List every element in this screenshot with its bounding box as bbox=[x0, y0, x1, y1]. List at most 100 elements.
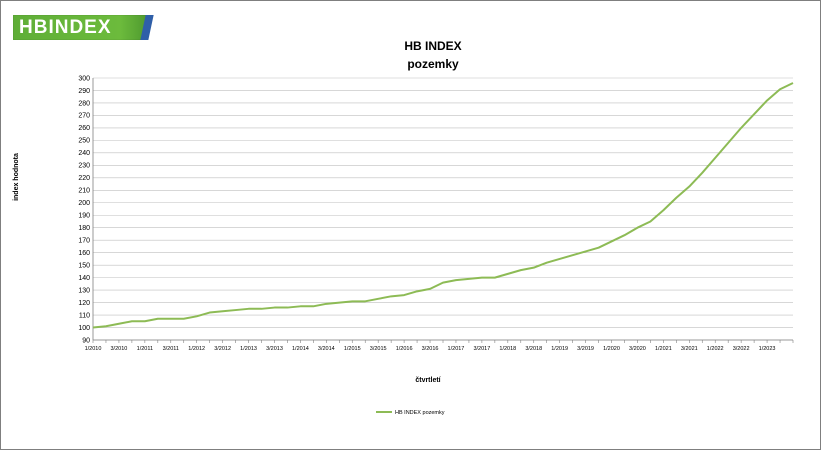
x-tick-label: 3/2017 bbox=[473, 346, 490, 352]
legend: HB INDEX pozemky bbox=[376, 410, 445, 416]
data-point bbox=[753, 113, 755, 115]
y-axis: 90 100 110 120 130 140 150 160 170 180 190 200 210 22… bbox=[78, 75, 94, 344]
data-point bbox=[442, 282, 444, 284]
y-tick-label: 290 bbox=[78, 88, 90, 95]
data-point bbox=[144, 320, 146, 322]
data-point bbox=[520, 269, 522, 271]
data-point bbox=[494, 277, 496, 279]
data-point bbox=[468, 278, 470, 280]
x-tick-label: 3/2012 bbox=[214, 346, 231, 352]
data-point bbox=[585, 250, 587, 252]
x-tick-label: 1/2014 bbox=[292, 346, 309, 352]
x-axis-label: čtvrtletí bbox=[415, 377, 441, 384]
y-tick-label: 280 bbox=[78, 100, 90, 107]
data-point bbox=[312, 305, 314, 307]
chart-subtitle: pozemky bbox=[407, 57, 459, 71]
x-tick-label: 3/2014 bbox=[318, 346, 335, 352]
x-tick-label: 1/2023 bbox=[759, 346, 776, 352]
data-point bbox=[714, 157, 716, 159]
x-tick-label: 3/2010 bbox=[111, 346, 128, 352]
y-tick-label: 170 bbox=[78, 237, 90, 244]
data-point bbox=[364, 300, 366, 302]
gridlines bbox=[93, 77, 793, 341]
data-point bbox=[701, 172, 703, 174]
x-tick-label: 3/2011 bbox=[163, 346, 179, 352]
x-tick-label: 1/2018 bbox=[499, 346, 516, 352]
logo-text: HBINDEX bbox=[19, 17, 112, 38]
data-point bbox=[533, 267, 535, 269]
y-tick-label: 120 bbox=[78, 300, 90, 307]
data-point bbox=[170, 318, 172, 320]
y-tick-label: 240 bbox=[78, 150, 90, 157]
y-tick-label: 250 bbox=[78, 138, 90, 145]
x-tick-label: 1/2010 bbox=[85, 346, 102, 352]
data-point bbox=[598, 247, 600, 249]
data-point bbox=[131, 320, 133, 322]
y-tick-label: 210 bbox=[78, 188, 90, 195]
x-tick-label: 1/2015 bbox=[344, 346, 361, 352]
data-point bbox=[157, 318, 159, 320]
x-tick-label: 1/2020 bbox=[603, 346, 620, 352]
y-tick-label: 270 bbox=[78, 113, 90, 120]
x-tick-label: 3/2015 bbox=[370, 346, 387, 352]
data-point bbox=[196, 315, 198, 317]
data-point bbox=[209, 312, 211, 314]
series-line-hb-index-pozemky bbox=[92, 82, 794, 329]
data-point bbox=[429, 288, 431, 290]
x-tick-label: 3/2013 bbox=[266, 346, 283, 352]
y-tick-label: 300 bbox=[78, 75, 90, 82]
data-point bbox=[727, 142, 729, 144]
data-point bbox=[118, 323, 120, 325]
x-tick-label: 3/2018 bbox=[525, 346, 542, 352]
data-point bbox=[546, 262, 548, 264]
data-point bbox=[105, 325, 107, 327]
data-point bbox=[455, 279, 457, 281]
data-point bbox=[261, 308, 263, 310]
y-tick-label: 160 bbox=[78, 250, 90, 257]
x-tick-label: 1/2011 bbox=[137, 346, 153, 352]
data-point bbox=[675, 197, 677, 199]
hbindex-logo: HBINDEX bbox=[13, 15, 154, 40]
data-point bbox=[351, 300, 353, 302]
y-tick-label: 260 bbox=[78, 125, 90, 132]
y-tick-label: 140 bbox=[78, 275, 90, 282]
y-tick-label: 100 bbox=[78, 325, 90, 332]
y-tick-label: 220 bbox=[78, 175, 90, 182]
y-tick-label: 110 bbox=[79, 312, 90, 319]
data-point bbox=[792, 82, 794, 84]
x-tick-label: 3/2016 bbox=[422, 346, 439, 352]
data-point bbox=[273, 307, 275, 309]
x-tick-label: 1/2021 bbox=[655, 346, 672, 352]
data-point bbox=[416, 290, 418, 292]
y-tick-label: 180 bbox=[78, 225, 90, 232]
x-tick-label: 1/2019 bbox=[551, 346, 568, 352]
data-point bbox=[766, 99, 768, 101]
y-tick-label: 200 bbox=[78, 200, 90, 207]
data-point bbox=[572, 254, 574, 256]
data-point bbox=[779, 88, 781, 90]
data-point bbox=[403, 294, 405, 296]
legend-label: HB INDEX pozemky bbox=[395, 410, 445, 416]
data-point bbox=[390, 295, 392, 297]
x-tick-label: 1/2017 bbox=[448, 346, 465, 352]
data-point bbox=[481, 277, 483, 279]
data-point bbox=[507, 273, 509, 275]
y-tick-label: 230 bbox=[78, 163, 90, 170]
x-tick-label: 1/2012 bbox=[188, 346, 205, 352]
x-tick-label: 3/2019 bbox=[577, 346, 594, 352]
data-point bbox=[338, 302, 340, 304]
data-point bbox=[299, 305, 301, 307]
y-tick-label: 90 bbox=[82, 337, 90, 344]
data-point bbox=[636, 227, 638, 229]
x-tick-label: 1/2022 bbox=[707, 346, 724, 352]
y-tick-label: 190 bbox=[78, 213, 90, 220]
x-tick-label: 3/2021 bbox=[681, 346, 698, 352]
data-point bbox=[740, 127, 742, 129]
data-point bbox=[688, 186, 690, 188]
data-point bbox=[377, 298, 379, 300]
data-point bbox=[183, 318, 185, 320]
data-point bbox=[611, 240, 613, 242]
data-point bbox=[325, 303, 327, 305]
data-point bbox=[286, 307, 288, 309]
